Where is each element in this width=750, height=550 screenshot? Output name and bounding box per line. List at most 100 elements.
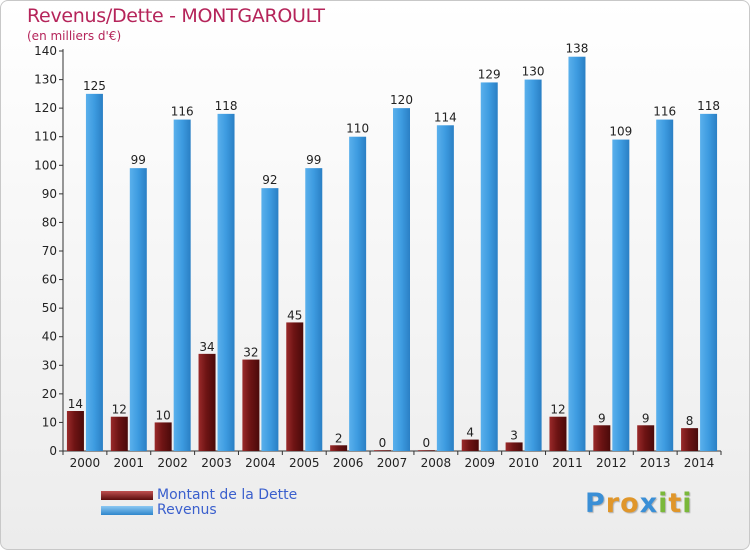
y-tick-label: 10 bbox=[42, 415, 57, 429]
value-label-dette: 8 bbox=[686, 414, 694, 428]
value-label-revenus: 118 bbox=[697, 99, 720, 113]
value-label-dette: 9 bbox=[598, 411, 606, 425]
bar-dette bbox=[242, 359, 260, 451]
bar-revenus bbox=[612, 139, 630, 452]
x-tick-label: 2001 bbox=[114, 456, 145, 470]
bar-revenus bbox=[656, 119, 674, 452]
bars bbox=[66, 56, 718, 452]
x-tick-label: 2008 bbox=[421, 456, 452, 470]
y-tick-label: 80 bbox=[42, 215, 57, 229]
value-label-revenus: 114 bbox=[434, 110, 457, 124]
value-label-dette: 32 bbox=[243, 346, 258, 360]
x-tick-label: 2002 bbox=[157, 456, 188, 470]
x-tick-label: 2014 bbox=[684, 456, 715, 470]
value-label-revenus: 99 bbox=[306, 153, 321, 167]
value-label-revenus: 118 bbox=[215, 99, 238, 113]
bar-revenus bbox=[217, 113, 235, 451]
legend-label-dette: Montant de la Dette bbox=[157, 487, 298, 503]
x-tick-label: 2005 bbox=[289, 456, 320, 470]
y-tick-label: 120 bbox=[34, 101, 57, 115]
logo-letter: i bbox=[658, 488, 669, 519]
bar-revenus bbox=[568, 56, 586, 451]
x-tick-label: 2011 bbox=[552, 456, 583, 470]
y-tick-label: 40 bbox=[42, 330, 57, 344]
value-label-dette: 3 bbox=[510, 428, 518, 442]
chart-title: Revenus/Dette - MONTGAROULT bbox=[27, 5, 325, 27]
x-tick-label: 2003 bbox=[201, 456, 232, 470]
bar-revenus bbox=[261, 188, 279, 451]
value-label-revenus: 116 bbox=[171, 105, 194, 119]
value-label-dette: 12 bbox=[550, 403, 565, 417]
value-label-revenus: 92 bbox=[262, 173, 277, 187]
bar-revenus bbox=[85, 93, 103, 451]
legend-label-revenus: Revenus bbox=[157, 502, 217, 518]
value-label-dette: 14 bbox=[68, 397, 83, 411]
bar-dette bbox=[637, 425, 655, 451]
bar-revenus bbox=[480, 82, 498, 451]
bar-revenus bbox=[436, 125, 454, 452]
value-label-dette: 0 bbox=[379, 436, 387, 450]
value-label-revenus: 130 bbox=[522, 65, 545, 79]
y-tick-label: 20 bbox=[42, 387, 57, 401]
bar-dette bbox=[461, 439, 479, 451]
x-tick-label: 2004 bbox=[245, 456, 276, 470]
logo-letter: P bbox=[585, 488, 606, 519]
bar-revenus bbox=[305, 168, 323, 451]
value-label-revenus: 120 bbox=[390, 93, 413, 107]
value-label-dette: 0 bbox=[423, 436, 431, 450]
value-label-revenus: 116 bbox=[653, 105, 676, 119]
logo-letter: t bbox=[668, 488, 683, 519]
legend-swatch-dette bbox=[101, 490, 153, 500]
bar-dette bbox=[286, 322, 304, 451]
x-tick-label: 2000 bbox=[70, 456, 101, 470]
x-tick-label: 2009 bbox=[464, 456, 495, 470]
bar-dette bbox=[66, 411, 84, 451]
value-label-revenus: 138 bbox=[566, 42, 589, 56]
legend-swatch-revenus bbox=[101, 505, 153, 515]
value-label-dette: 10 bbox=[156, 408, 171, 422]
bar-dette bbox=[417, 450, 435, 451]
x-tick-label: 2010 bbox=[508, 456, 539, 470]
bar-revenus bbox=[173, 119, 191, 452]
value-label-dette: 34 bbox=[199, 340, 214, 354]
value-labels: 1412512991011634118329245992110012001144… bbox=[68, 42, 720, 450]
bar-dette bbox=[505, 442, 523, 451]
value-label-dette: 2 bbox=[335, 431, 343, 445]
y-tick-label: 30 bbox=[42, 358, 57, 372]
logo-letter: x bbox=[639, 488, 659, 519]
value-label-revenus: 125 bbox=[83, 79, 106, 93]
y-tick-label: 60 bbox=[42, 273, 57, 287]
bar-dette bbox=[681, 428, 699, 451]
y-tick-label: 140 bbox=[34, 44, 57, 58]
value-label-revenus: 129 bbox=[478, 67, 501, 81]
bar-dette bbox=[549, 416, 567, 451]
legend-item-revenus: Revenus bbox=[101, 502, 217, 518]
bar-dette bbox=[198, 353, 216, 451]
value-label-revenus: 109 bbox=[609, 125, 632, 139]
x-tick-label: 2013 bbox=[640, 456, 671, 470]
logo-letter: r bbox=[605, 488, 621, 519]
bar-revenus bbox=[700, 113, 718, 451]
chart-subtitle: (en milliers d'€) bbox=[27, 29, 122, 43]
logo-letter: o bbox=[620, 488, 640, 519]
bar-revenus bbox=[349, 136, 367, 451]
value-label-dette: 45 bbox=[287, 308, 302, 322]
y-tick-label: 50 bbox=[42, 301, 57, 315]
logo-letter: i bbox=[682, 488, 693, 519]
y-tick-label: 90 bbox=[42, 187, 57, 201]
value-label-revenus: 110 bbox=[346, 122, 369, 136]
proxiti-logo: Proxiti bbox=[585, 488, 693, 519]
x-tick-label: 2006 bbox=[333, 456, 364, 470]
bar-dette bbox=[593, 425, 611, 451]
x-tick-label: 2012 bbox=[596, 456, 627, 470]
bar-dette bbox=[110, 416, 128, 451]
x-tick-label: 2007 bbox=[377, 456, 408, 470]
bar-revenus bbox=[393, 108, 410, 452]
bar-dette bbox=[374, 450, 391, 451]
bar-dette bbox=[154, 422, 172, 451]
value-label-revenus: 99 bbox=[131, 153, 146, 167]
value-label-dette: 9 bbox=[642, 411, 650, 425]
